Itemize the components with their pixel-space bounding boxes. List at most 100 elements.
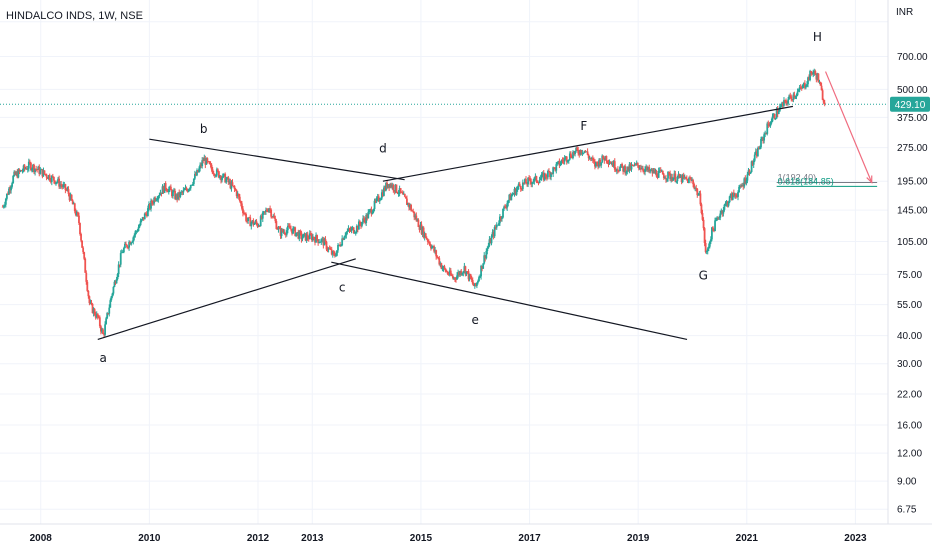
candle-body (755, 151, 758, 157)
candle-body (290, 228, 292, 230)
candle-body (213, 173, 216, 176)
candle-body (713, 229, 715, 232)
candle-body (276, 228, 279, 230)
time-axis[interactable]: 2008 2010 2012 2013 2015 2017 2019 2021 2023 (30, 533, 867, 544)
candle-body (327, 247, 330, 250)
candle-body (298, 231, 301, 239)
candle-body (231, 182, 234, 186)
candle-body (226, 177, 229, 180)
wave-label-f: F (580, 119, 587, 133)
candle-body (179, 192, 182, 198)
candle-body (679, 175, 682, 178)
candle-body (414, 215, 417, 218)
candle-body (494, 227, 497, 228)
candle-body (12, 175, 15, 184)
candle-body (589, 157, 592, 160)
candle-body (682, 174, 685, 178)
candle-body (239, 201, 242, 204)
candle-body (309, 233, 312, 235)
candle-body (82, 247, 85, 253)
candle-body (787, 99, 790, 104)
candle-body (446, 271, 449, 274)
wave-label-a: a (100, 351, 107, 365)
candle-body (410, 204, 412, 211)
candle-body (643, 170, 645, 172)
candle-body (742, 185, 745, 187)
y-tick-label: 145.00 (897, 206, 928, 217)
candle-body (478, 277, 480, 282)
candle-body (143, 213, 146, 220)
candle-body (367, 212, 370, 219)
candle-body (354, 232, 357, 233)
candle-body (624, 166, 627, 174)
candle-body (81, 240, 83, 248)
x-tick-label: 2012 (247, 533, 270, 544)
candle-body (529, 178, 532, 182)
candle-body (545, 176, 548, 178)
candle-body (132, 237, 135, 242)
candle-body (363, 218, 365, 220)
candle-body (67, 189, 70, 194)
candle-body (86, 281, 89, 291)
candle-body (127, 247, 129, 249)
trendline[interactable] (149, 138, 405, 181)
candle-body (592, 160, 595, 162)
candle-body (492, 232, 495, 237)
candle-body (245, 214, 247, 221)
candle-body (347, 228, 350, 231)
trendline[interactable] (97, 258, 356, 340)
candle-body (462, 271, 465, 274)
candle-body (349, 229, 352, 231)
candle-body (566, 160, 569, 162)
candle-body (479, 276, 481, 278)
candle-body (507, 200, 510, 204)
candle-body (604, 155, 607, 161)
candle-body (500, 216, 502, 219)
candle-body (765, 133, 768, 135)
price-axis[interactable]: 700.00 500.00 375.00 275.00 195.00 145.00 105.… (897, 52, 928, 516)
candle-body (575, 147, 578, 151)
candle-body (550, 172, 552, 177)
candle-body (578, 153, 581, 155)
projection-arrow-line[interactable] (824, 71, 873, 183)
candle-body (789, 95, 792, 97)
candle-body (346, 230, 349, 233)
candle-body (97, 317, 100, 318)
candle-body (374, 200, 377, 202)
candle-body (498, 216, 501, 224)
candle-body (508, 194, 511, 201)
candle-body (323, 239, 326, 246)
candle-body (609, 162, 612, 164)
candle-body (375, 198, 378, 202)
candle-body (246, 220, 249, 222)
candle-body (2, 206, 5, 207)
candle-body (771, 116, 774, 122)
candle-body (270, 209, 273, 217)
trendline[interactable] (331, 261, 688, 340)
candle-body (819, 81, 822, 86)
candle-body (820, 85, 823, 91)
candle-body (189, 185, 192, 189)
candle-body (723, 204, 726, 210)
candle-body (638, 168, 641, 169)
candle-body (689, 178, 691, 180)
candle-body (417, 219, 420, 227)
candle-body (416, 219, 419, 221)
candle-body (214, 175, 217, 177)
candle-body (637, 165, 640, 169)
candle-body (140, 219, 143, 221)
candle-body (80, 234, 82, 241)
candle-body (260, 216, 263, 219)
candle-body (415, 215, 418, 221)
candle-body (590, 158, 593, 160)
candle-body (27, 161, 30, 169)
trendline[interactable] (382, 105, 794, 182)
candle-body (528, 178, 531, 179)
candle-body (329, 249, 332, 250)
candle-body (799, 87, 802, 89)
candle-body (342, 238, 345, 240)
candle-body (305, 234, 308, 241)
candle-body (388, 184, 391, 188)
candle-body (30, 162, 32, 170)
